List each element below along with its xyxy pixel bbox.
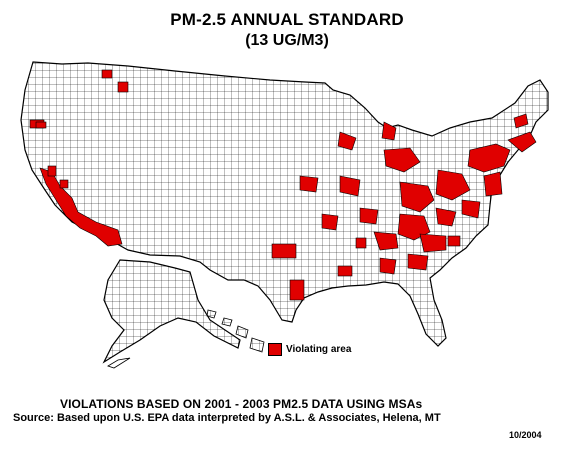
legend-swatch <box>268 343 282 356</box>
date-stamp: 10/2004 <box>509 430 542 440</box>
source-note: Source: Based upon U.S. EPA data interpr… <box>13 412 441 424</box>
alaska-shape <box>102 259 241 369</box>
conus-shape <box>20 61 549 347</box>
map-title: PM-2.5 ANNUAL STANDARD <box>170 10 404 29</box>
violating-areas <box>29 69 537 301</box>
hawaii-shape <box>206 309 265 353</box>
legend-label: Violating area <box>286 344 352 355</box>
map-caption: VIOLATIONS BASED ON 2001 - 2003 PM2.5 DA… <box>60 397 423 411</box>
map-subtitle: (13 UG/M3) <box>245 32 329 49</box>
legend: Violating area <box>268 343 351 356</box>
